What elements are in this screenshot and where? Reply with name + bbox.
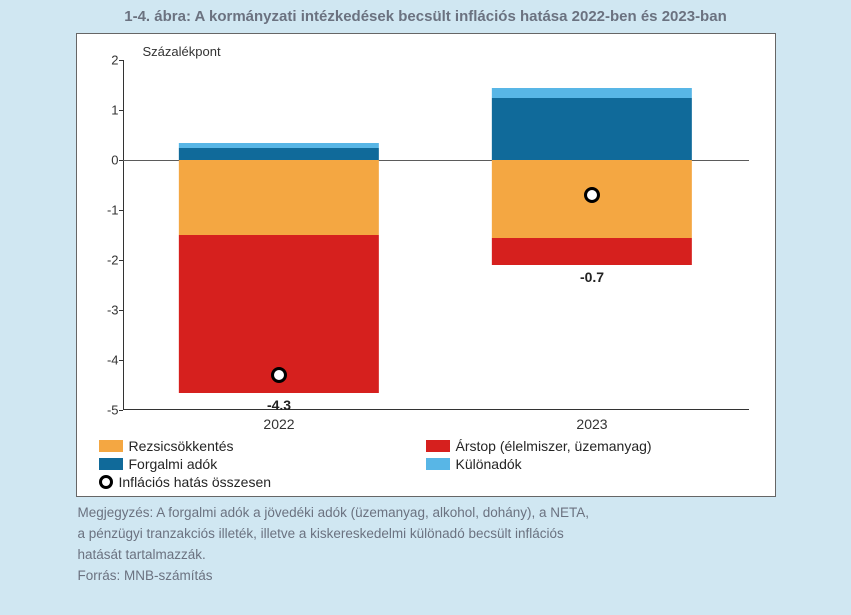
chart-notes: Megjegyzés: A forgalmi adók a jövedéki a… (76, 503, 776, 587)
chart-title: 1-4. ábra: A kormányzati intézkedések be… (60, 8, 791, 25)
note-line: Megjegyzés: A forgalmi adók a jövedéki a… (78, 503, 774, 524)
y-tick-mark (119, 410, 123, 411)
legend-item-marker: Inflációs hatás összesen (99, 474, 426, 490)
y-tick-mark (119, 260, 123, 261)
legend: Rezsicsökkentés Árstop (élelmiszer, üzema… (93, 438, 759, 490)
note-line: a pénzügyi tranzakciós illeték, illetve … (78, 524, 774, 545)
y-axis-line (123, 60, 124, 410)
y-tick-mark (119, 360, 123, 361)
legend-swatch (99, 440, 123, 452)
y-tick-mark (119, 310, 123, 311)
bar-segment-kulon (179, 143, 379, 148)
bar-segment-arstop (492, 238, 692, 266)
note-line: hatását tartalmazzák. (78, 545, 774, 566)
x-tick-label: 2023 (576, 416, 607, 432)
bar-segment-kulon (492, 88, 692, 98)
bar-group (179, 60, 379, 410)
legend-swatch (426, 440, 450, 452)
legend-label: Különadók (456, 456, 522, 472)
legend-label: Rezsicsökkentés (129, 438, 234, 454)
bar-segment-rezsi (179, 160, 379, 235)
y-tick-mark (119, 210, 123, 211)
value-label: -4.3 (267, 397, 291, 413)
x-tick-label: 2022 (263, 416, 294, 432)
y-tick-label: -4 (95, 353, 119, 368)
bar-segment-forgalmi (492, 98, 692, 161)
total-marker (271, 367, 287, 383)
y-tick-label: -2 (95, 253, 119, 268)
legend-item: Különadók (426, 456, 753, 472)
bar-group (492, 60, 692, 410)
legend-item: Forgalmi adók (99, 456, 426, 472)
legend-swatch (99, 458, 123, 470)
legend-marker-icon (99, 475, 113, 489)
y-tick-label: 0 (95, 153, 119, 168)
y-tick-label: 1 (95, 103, 119, 118)
y-tick-label: -3 (95, 303, 119, 318)
legend-swatch (426, 458, 450, 470)
y-tick-label: -5 (95, 403, 119, 418)
legend-label: Forgalmi adók (129, 456, 218, 472)
value-label: -0.7 (580, 269, 604, 285)
chart-container: Százalékpont 2 1 0 -1 -2 -3 -4 -5 2022 -4.3 2023 -0… (76, 33, 776, 497)
y-tick-mark (119, 60, 123, 61)
total-marker (584, 187, 600, 203)
page: 1-4. ábra: A kormányzati intézkedések be… (0, 0, 851, 615)
note-line: Forrás: MNB-számítás (78, 566, 774, 587)
legend-item: Árstop (élelmiszer, üzemanyag) (426, 438, 753, 454)
y-tick-label: -1 (95, 203, 119, 218)
plot-area: Százalékpont 210-1-2-3-4-52022-4.32023-0… (123, 60, 749, 410)
y-axis-unit: Százalékpont (143, 44, 221, 59)
legend-label: Inflációs hatás összesen (119, 474, 272, 490)
legend-item: Rezsicsökkentés (99, 438, 426, 454)
y-tick-label: 2 (95, 53, 119, 68)
bar-segment-forgalmi (179, 148, 379, 161)
legend-label: Árstop (élelmiszer, üzemanyag) (456, 438, 652, 454)
y-tick-mark (119, 110, 123, 111)
